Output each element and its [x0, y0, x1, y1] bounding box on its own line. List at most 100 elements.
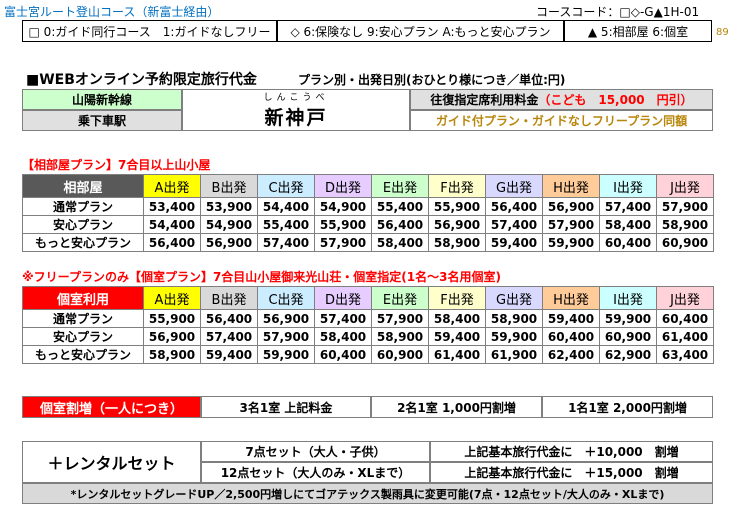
table-header-row: 相部屋 A出発 B出発 C出発 D出発 E出発 F出発 G出発 H出発 I出発 J出発 [22, 174, 714, 198]
price-cell: 56,900 [143, 327, 201, 346]
departure-header: C出発 [257, 174, 315, 198]
price-cell: 56,900 [542, 197, 600, 216]
price-cell: 55,400 [257, 215, 315, 234]
price-cell: 55,900 [428, 197, 486, 216]
departure-header: C出発 [257, 286, 315, 310]
rental-set7: 7点セット（大人・子供） [201, 441, 430, 462]
price-cell: 59,900 [485, 327, 543, 346]
departure-header: A出発 [143, 174, 201, 198]
surcharge-1p: 1名1室 2,000円割増 [542, 396, 713, 418]
price-cell: 59,400 [485, 233, 543, 252]
plan-label: 安心プラン [22, 215, 144, 234]
departure-header: A出発 [143, 286, 201, 310]
price-cell: 56,400 [485, 197, 543, 216]
price-cell: 59,900 [599, 309, 657, 328]
child-fare: （こども 15,000 円引） [538, 93, 693, 107]
boarding-label: 乗下車駅 [22, 110, 182, 131]
price-cell: 60,900 [371, 345, 429, 364]
departure-header: J出発 [656, 174, 714, 198]
plan-label: もっと安心プラン [22, 345, 144, 364]
price-cell: 60,400 [599, 233, 657, 252]
price-cell: 56,400 [200, 309, 258, 328]
price-cell: 59,400 [200, 345, 258, 364]
price-cell: 56,900 [257, 309, 315, 328]
price-cell: 57,400 [599, 197, 657, 216]
departure-header: E出発 [371, 286, 429, 310]
price-cell: 60,400 [656, 309, 714, 328]
price-cell: 58,400 [599, 215, 657, 234]
line-name: 山陽新幹線 [22, 89, 182, 110]
price-cell: 59,900 [257, 345, 315, 364]
price-cell: 59,400 [428, 327, 486, 346]
price-cell: 57,900 [656, 197, 714, 216]
price-cell: 58,900 [656, 215, 714, 234]
price-cell: 57,400 [200, 327, 258, 346]
departure-header: I出発 [599, 286, 657, 310]
shared-room-table: 相部屋 A出発 B出発 C出発 D出発 E出発 F出発 G出発 H出発 I出発 J出発 通常プラン… [22, 174, 714, 252]
price-cell: 54,400 [257, 197, 315, 216]
departure-header: H出発 [542, 286, 600, 310]
plan-label: もっと安心プラン [22, 233, 144, 252]
price-cell: 59,400 [542, 309, 600, 328]
price-cell: 57,900 [314, 233, 372, 252]
price-cell: 60,900 [599, 327, 657, 346]
price-cell: 60,400 [542, 327, 600, 346]
rental-label: ＋レンタルセット [22, 441, 201, 483]
rental-price7: 上記基本旅行代金に ＋10,000 割増 [430, 441, 713, 462]
rental-note: *レンタルセットグレードUP／2,500円増しにてゴアテックス製雨具に変更可能(… [22, 483, 713, 504]
price-cell: 58,400 [371, 233, 429, 252]
course-title: 富士宮ルート登山コース（新富士経由） [4, 5, 220, 19]
price-cell: 61,400 [656, 327, 714, 346]
price-cell: 56,400 [143, 233, 201, 252]
table-row: 安心プラン 56,900 57,400 57,900 58,400 58,900 59,40… [22, 327, 714, 346]
surcharge-label: 個室割増（一人につき） [22, 396, 201, 418]
price-cell: 56,400 [371, 215, 429, 234]
price-cell: 59,900 [542, 233, 600, 252]
plan-label: 安心プラン [22, 327, 144, 346]
price-cell: 53,400 [143, 197, 201, 216]
same-price-note: ガイド付プラン・ガイドなしフリープラン同額 [410, 110, 713, 131]
price-cell: 56,900 [428, 215, 486, 234]
departure-header: E出発 [371, 174, 429, 198]
price-cell: 54,900 [314, 197, 372, 216]
page-number: 89 [716, 27, 729, 38]
table-row: 通常プラン 55,900 56,400 56,900 57,400 57,900 58,40… [22, 309, 714, 328]
price-cell: 62,400 [542, 345, 600, 364]
departure-header: I出発 [599, 174, 657, 198]
station-name-box: しんこうべ 新神戸 [182, 89, 410, 131]
plan-label: 通常プラン [22, 309, 144, 328]
departure-header: G出発 [485, 286, 543, 310]
price-cell: 55,900 [314, 215, 372, 234]
row-header-private: 個室利用 [22, 286, 144, 310]
price-cell: 54,400 [143, 215, 201, 234]
price-cell: 61,400 [428, 345, 486, 364]
departure-header: D出発 [314, 174, 372, 198]
departure-header: D出発 [314, 286, 372, 310]
price-cell: 57,900 [257, 327, 315, 346]
rental-set12: 12点セット（大人のみ・XLまで） [201, 462, 430, 483]
table1-caption: 【相部屋プラン】7合目以上山小屋 [22, 158, 211, 172]
price-cell: 62,900 [599, 345, 657, 364]
price-cell: 54,900 [200, 215, 258, 234]
surcharge-3p: 3名1室 上記料金 [201, 396, 371, 418]
price-cell: 57,900 [542, 215, 600, 234]
station-name: 新神戸 [264, 107, 328, 129]
option-insurance: ◇ 6:保険なし 9:安心プラン A:もっと安心プラン [277, 20, 564, 42]
rental-price12: 上記基本旅行代金に ＋15,000 割増 [430, 462, 713, 483]
section-title: ■WEBオンライン予約限定旅行代金 [26, 72, 257, 88]
price-cell: 58,400 [314, 327, 372, 346]
price-cell: 61,900 [485, 345, 543, 364]
departure-header: F出発 [428, 174, 486, 198]
price-cell: 55,400 [371, 197, 429, 216]
section-subtitle: プラン別・出発日別(おひとり様につき／単位:円) [298, 73, 566, 87]
price-cell: 57,900 [371, 309, 429, 328]
price-cell: 58,900 [371, 327, 429, 346]
private-room-table: 個室利用 A出発 B出発 C出発 D出発 E出発 F出発 G出発 H出発 I出発 J出発 通常プラ… [22, 286, 714, 364]
table-row: 安心プラン 54,400 54,900 55,400 55,900 56,400 56,90… [22, 215, 714, 234]
price-cell: 57,400 [485, 215, 543, 234]
option-room: ▲ 5:相部屋 6:個室 [564, 20, 712, 42]
surcharge-2p: 2名1室 1,000円割増 [371, 396, 542, 418]
table-row: 通常プラン 53,400 53,900 54,400 54,900 55,400 55,90… [22, 197, 714, 216]
price-cell: 58,900 [428, 233, 486, 252]
course-code: コースコード：□◇-G▲1H-01 [536, 5, 700, 19]
